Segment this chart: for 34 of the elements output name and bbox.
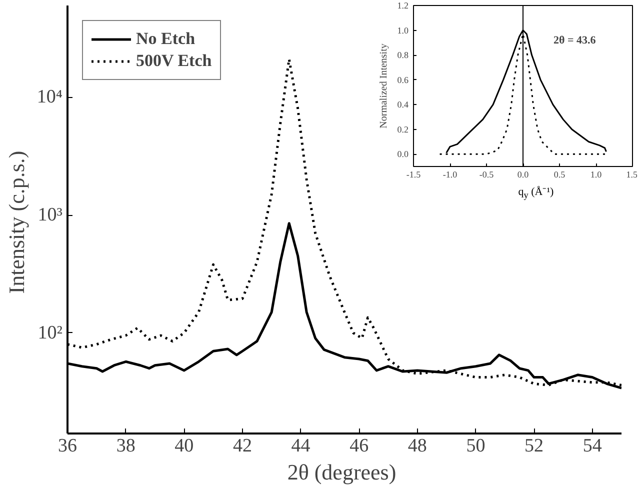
x-tick-label: 1.0 xyxy=(590,170,602,180)
x-tick-label: 1.5 xyxy=(626,170,638,180)
y-tick-label: 1.2 xyxy=(397,0,408,10)
x-tick-label: 48 xyxy=(408,436,427,456)
y-tick-label: 0.2 xyxy=(397,124,408,134)
x-tick-label: 0.0 xyxy=(517,170,530,180)
x-tick-label: 42 xyxy=(232,436,252,456)
x-tick-label: 0.5 xyxy=(554,170,566,180)
x-axis-title: 2θ (degrees) xyxy=(287,460,396,484)
x-tick-label: -1.5 xyxy=(406,170,422,180)
legend-label: No Etch xyxy=(136,29,196,49)
annotation: 2θ = 43.6 xyxy=(554,34,596,46)
y-tick-label: 10² xyxy=(38,322,63,344)
y-tick-label: 0.6 xyxy=(397,74,409,85)
y-tick-label: 0.8 xyxy=(397,50,409,60)
y-axis-title: Intensity (c.p.s.) xyxy=(4,150,29,294)
y-tick-label: 10⁴ xyxy=(36,86,63,108)
x-tick-label: 52 xyxy=(524,436,544,456)
y-axis-title: Normalized Intensity xyxy=(378,44,390,128)
x-tick-label: -0.5 xyxy=(479,170,494,180)
x-tick-label: -1.0 xyxy=(442,170,458,180)
x-axis-title: q$_{y}$ (Å⁻¹) xyxy=(518,185,554,202)
y-tick-label: 10³ xyxy=(38,204,63,226)
x-tick-label: 54 xyxy=(582,436,602,456)
y-tick-label: 0.4 xyxy=(397,100,409,110)
x-tick-label: 38 xyxy=(116,436,136,456)
y-tick-label: 1.0 xyxy=(397,25,409,36)
x-tick-label: 50 xyxy=(466,436,486,456)
x-tick-label: 36 xyxy=(58,436,77,456)
x-tick-label: 44 xyxy=(291,436,311,456)
legend-label: 500V Etch xyxy=(136,51,212,71)
x-tick-label: 40 xyxy=(174,436,194,456)
y-tick-label: 0.0 xyxy=(397,149,409,160)
x-tick-label: 46 xyxy=(350,436,369,456)
